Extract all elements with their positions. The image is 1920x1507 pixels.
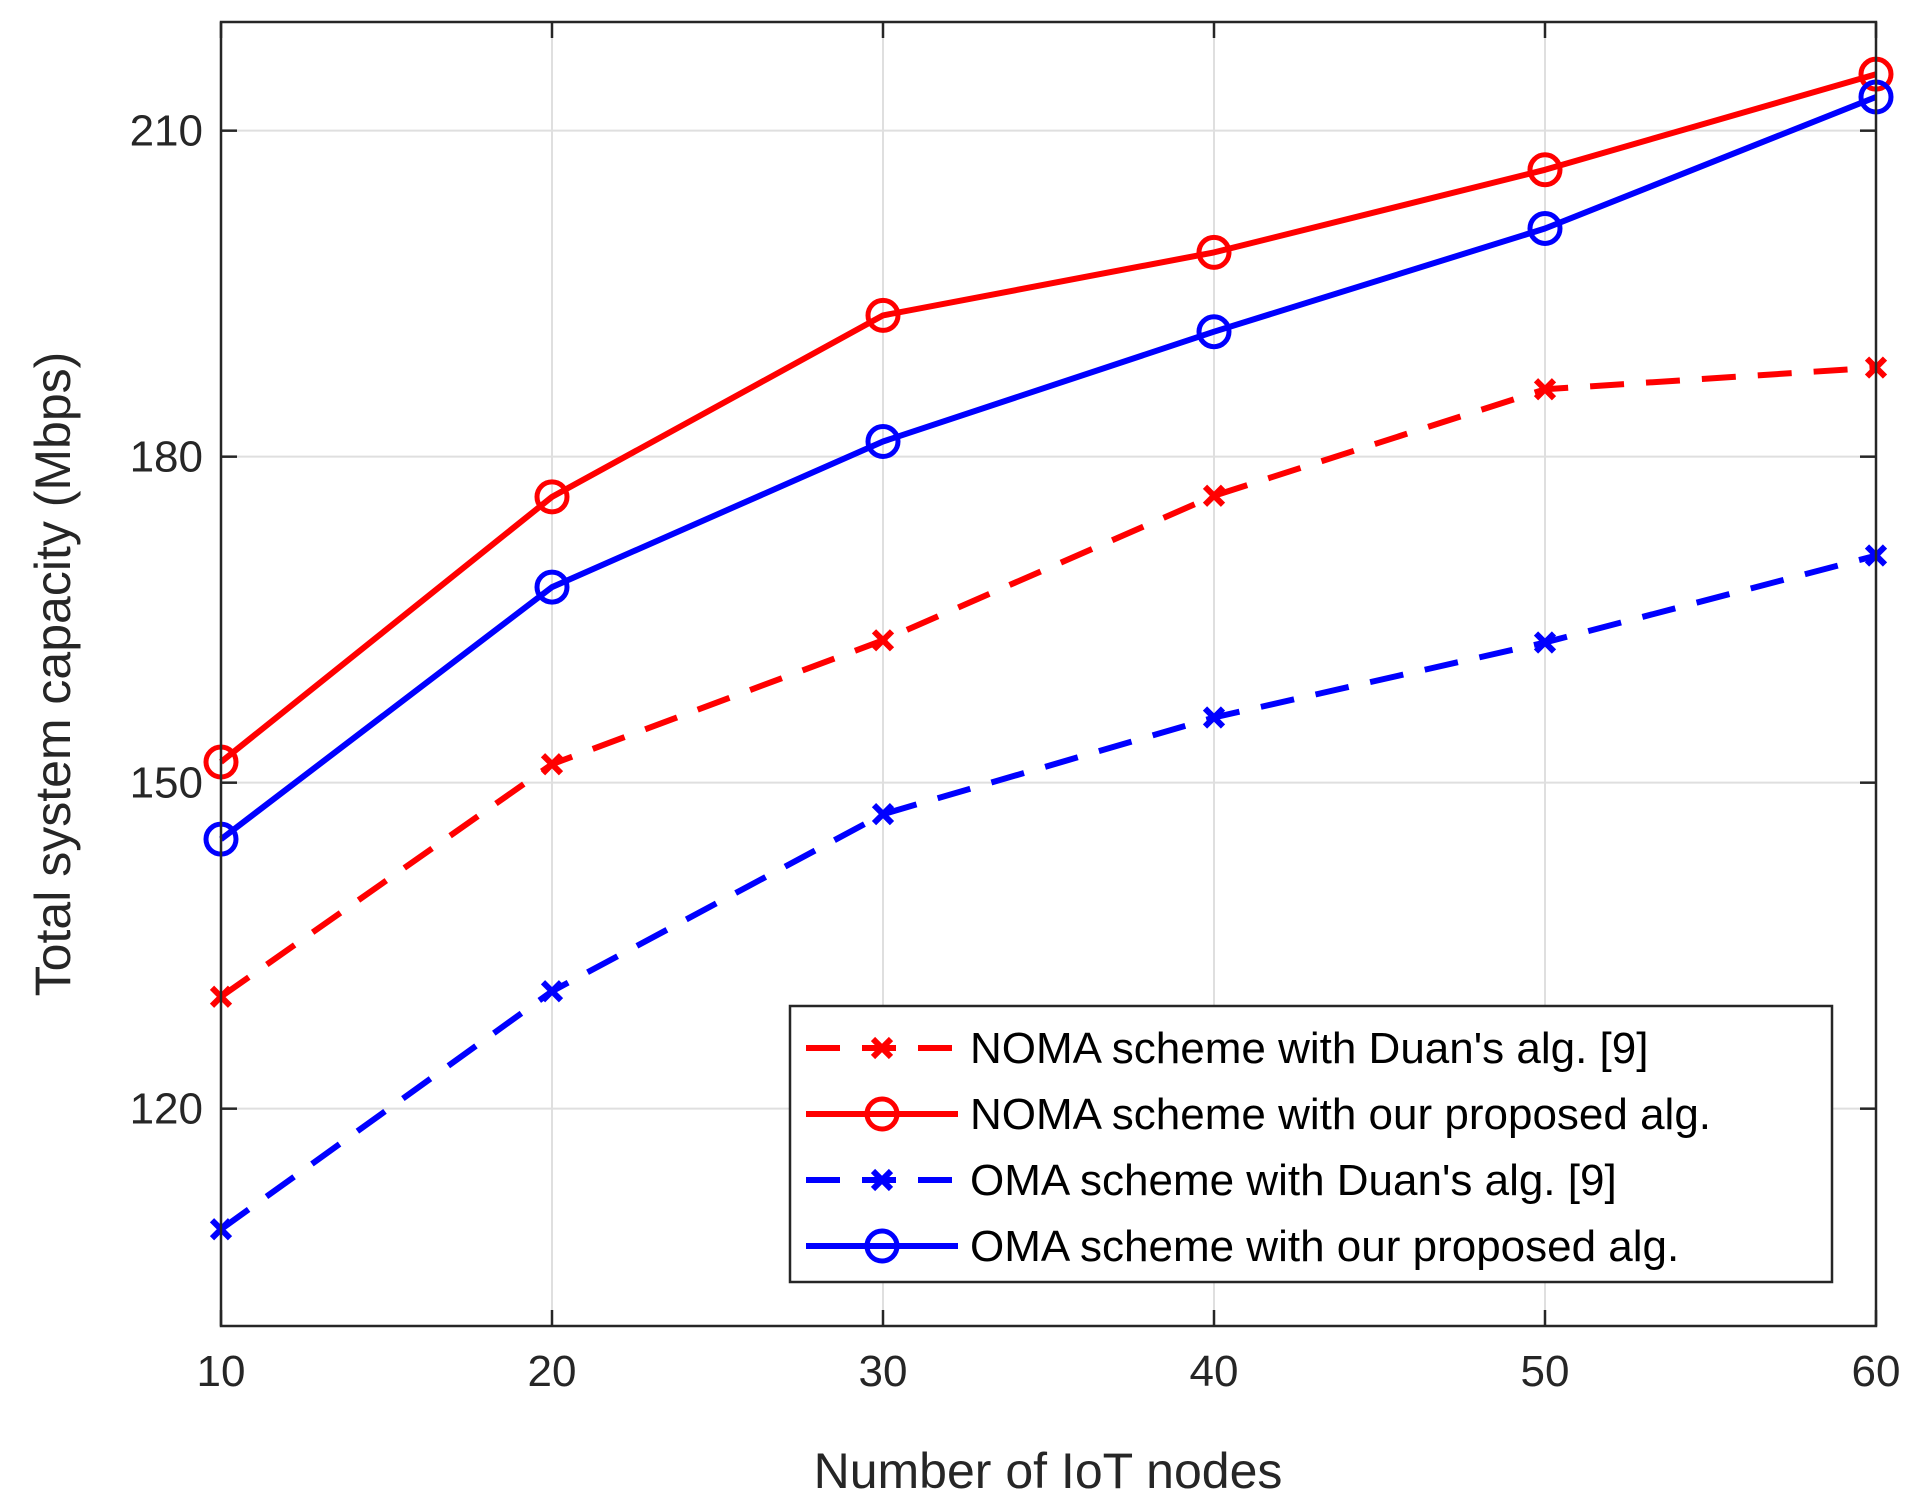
legend-label: NOMA scheme with our proposed alg.	[970, 1090, 1711, 1139]
x-marker	[1202, 484, 1226, 507]
circle-marker	[1196, 314, 1232, 350]
x-tick-label: 60	[1852, 1347, 1901, 1396]
x-marker	[1533, 631, 1557, 654]
legend-circle-marker	[864, 1228, 900, 1264]
circle-marker	[865, 297, 901, 333]
y-tick-label: 120	[130, 1085, 203, 1134]
legend-x-marker	[870, 1168, 894, 1192]
series-3	[209, 544, 1888, 1241]
series-line	[219, 94, 1878, 842]
y-axis-label: Total system capacity (Mbps)	[25, 352, 81, 997]
x-tick-label: 10	[197, 1347, 246, 1396]
legend-label: OMA scheme with Duan's alg. [9]	[970, 1156, 1617, 1205]
x-marker	[540, 753, 564, 776]
x-tick-label: 40	[1190, 1347, 1239, 1396]
series-layer	[203, 56, 1894, 1241]
legend-label: NOMA scheme with Duan's alg. [9]	[970, 1024, 1648, 1073]
circle-marker	[534, 569, 570, 605]
circle-marker	[1527, 152, 1563, 188]
x-marker	[871, 629, 895, 652]
x-marker	[540, 980, 564, 1003]
legend-circle-marker	[864, 1096, 900, 1132]
legend-label: OMA scheme with our proposed alg.	[970, 1222, 1679, 1271]
circle-marker	[534, 479, 570, 515]
x-marker	[871, 803, 895, 826]
x-axis-label: Number of IoT nodes	[814, 1443, 1283, 1499]
legend: NOMA scheme with Duan's alg. [9] NOMA sch…	[788, 1004, 1834, 1284]
axis-ticks: 10 20 30 40 50 60 120 150 180 210	[130, 22, 1901, 1396]
legend-entry: OMA scheme with Duan's alg. [9]	[806, 1156, 1617, 1205]
y-tick-label: 210	[130, 107, 203, 156]
x-tick-label: 30	[859, 1347, 908, 1396]
legend-entry: NOMA scheme with Duan's alg. [9]	[806, 1024, 1648, 1073]
x-marker	[1202, 706, 1226, 729]
x-tick-label: 20	[528, 1347, 577, 1396]
plot-frame	[219, 20, 1878, 1328]
circle-marker	[1196, 234, 1232, 270]
y-tick-label: 150	[130, 759, 203, 808]
series-line	[219, 364, 1877, 1000]
x-tick-label: 50	[1521, 1347, 1570, 1396]
y-tick-label: 180	[130, 433, 203, 482]
legend-box	[788, 1004, 1834, 1284]
circle-marker	[1527, 210, 1563, 246]
circle-marker	[865, 423, 901, 459]
legend-entry: NOMA scheme with our proposed alg.	[806, 1090, 1711, 1139]
legend-entry: OMA scheme with our proposed alg.	[806, 1222, 1679, 1271]
legend-x-marker	[870, 1036, 894, 1060]
series-line	[219, 71, 1877, 765]
series-line	[219, 552, 1877, 1232]
x-marker	[1533, 378, 1557, 401]
